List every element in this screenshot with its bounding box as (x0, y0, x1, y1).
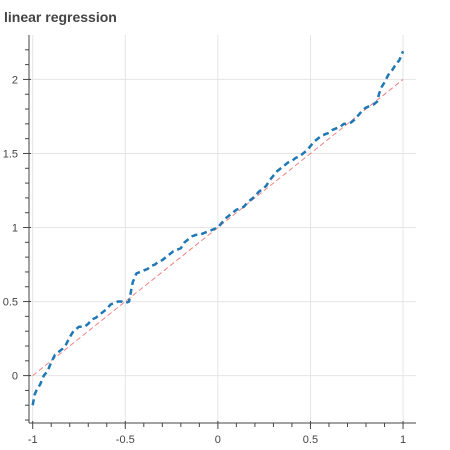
x-tick-label-0: -1 (28, 434, 38, 446)
grid-layer (29, 35, 416, 423)
y-tick-label-3: 1.5 (3, 148, 18, 160)
x-tick-label-1: -0.5 (116, 434, 135, 446)
x-tick-label-2: 0 (215, 434, 221, 446)
y-tick-label-0: 0 (12, 371, 18, 383)
data-series-line (31, 50, 405, 406)
y-tick-label-4: 2 (12, 74, 18, 86)
y-tick-label-2: 1 (12, 223, 18, 235)
x-tick-label-4: 1 (400, 434, 406, 446)
series-layer (31, 50, 405, 406)
x-tick-label-3: 0.5 (303, 434, 318, 446)
chart-title: linear regression (4, 9, 117, 25)
regression-line (32, 79, 404, 377)
axis-layer: -1 -0.5 0 0.5 1 0 0.5 1 1.5 2 (3, 35, 416, 446)
y-tick-label-1: 0.5 (3, 297, 18, 309)
